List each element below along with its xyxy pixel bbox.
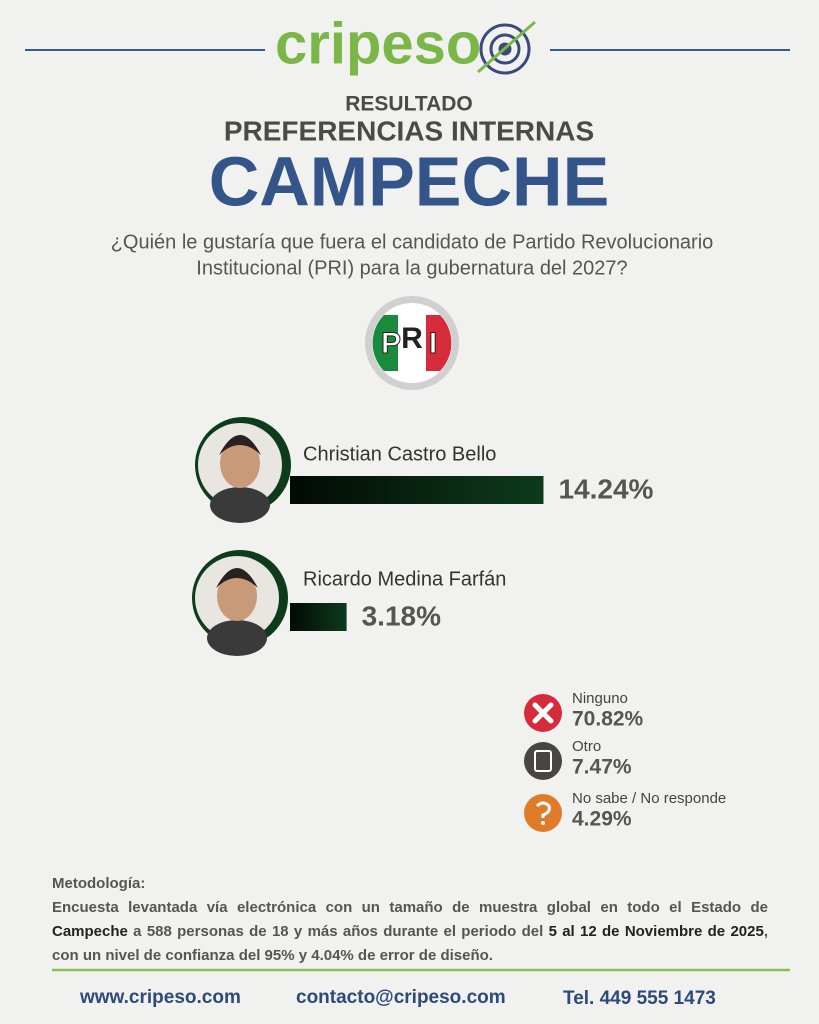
- methodology: Metodología: Encuesta levantada vía elec…: [52, 872, 768, 968]
- kicker: RESULTADO: [345, 93, 473, 116]
- option-name: No sabe / No responde: [572, 790, 726, 807]
- methodology-part: a 588 personas de 18 y más años durante …: [127, 923, 549, 940]
- methodology-part: , con un nivel de confianza del 95% y 4.…: [52, 923, 768, 964]
- value-label: 3.18%: [362, 600, 441, 631]
- photo-hair: [219, 435, 261, 455]
- value-label: 14.24%: [558, 473, 653, 504]
- question: ¿Quién le gustaría que fuera el candidat…: [111, 231, 714, 253]
- option-icon: [524, 794, 562, 832]
- methodology-part: 5 al 12 de Noviembre de 2025: [548, 923, 764, 940]
- option-name: Ninguno: [572, 690, 628, 707]
- photo-body: [210, 487, 270, 523]
- photo-face: [220, 438, 260, 488]
- option-name: Otro: [572, 738, 601, 755]
- methodology-title: Metodología:: [52, 875, 146, 892]
- photo-body: [207, 620, 267, 656]
- footer-phone: Tel. 449 555 1473: [563, 988, 716, 1009]
- photo-face: [217, 571, 257, 621]
- option-icon: [524, 742, 562, 780]
- methodology-text: Encuesta levantada vía electrónica con u…: [52, 896, 768, 968]
- party-letter: P: [381, 327, 401, 360]
- methodology-part: Campeche: [52, 923, 128, 940]
- footer-email: contacto@cripeso.com: [296, 987, 506, 1008]
- option-value: 7.47%: [572, 756, 632, 779]
- icon-q-dot: [541, 821, 545, 825]
- methodology-part: Encuesta levantada vía electrónica con u…: [52, 899, 768, 916]
- title: CAMPECHE: [209, 142, 610, 220]
- question: Institucional (PRI) para la gubernatura …: [196, 257, 627, 279]
- footer-web: www.cripeso.com: [79, 987, 241, 1008]
- bar: [290, 603, 347, 631]
- subtitle: PREFERENCIAS INTERNAS: [224, 115, 594, 146]
- party-letter: R: [401, 322, 423, 355]
- option-value: 4.29%: [572, 808, 632, 831]
- option-value: 70.82%: [572, 708, 644, 731]
- candidate-name: Christian Castro Bello: [303, 443, 496, 465]
- candidate-name: Ricardo Medina Farfán: [303, 568, 506, 590]
- icon-doc: [534, 750, 552, 772]
- logo-target: [477, 20, 536, 75]
- bar: [290, 476, 544, 504]
- party-logo: [365, 296, 459, 390]
- icon-x: [532, 702, 554, 724]
- photo-hair: [216, 568, 258, 588]
- logo: cripeso: [275, 11, 481, 76]
- party-letter: I: [429, 327, 437, 360]
- icon-q: [535, 801, 551, 818]
